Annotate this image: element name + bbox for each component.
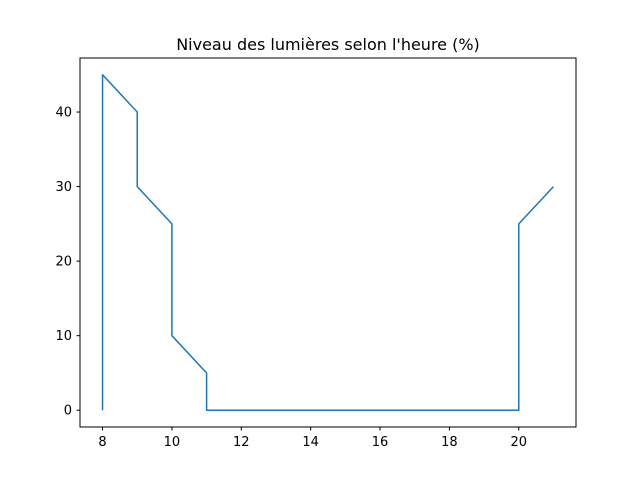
y-tick-label: 10 [55,329,72,344]
y-tick-label: 20 [55,255,72,270]
x-tick-label: 18 [441,435,458,450]
chart-title: Niveau des lumières selon l'heure (%) [176,35,480,54]
y-tick-label: 0 [64,404,72,419]
x-tick-label: 10 [164,435,181,450]
x-tick-label: 16 [372,435,389,450]
y-tick-label: 40 [55,106,72,121]
y-tick-label: 30 [55,180,72,195]
x-tick-label: 8 [98,435,106,450]
x-tick-label: 20 [510,435,527,450]
x-tick-label: 12 [233,435,250,450]
x-tick-label: 14 [302,435,319,450]
